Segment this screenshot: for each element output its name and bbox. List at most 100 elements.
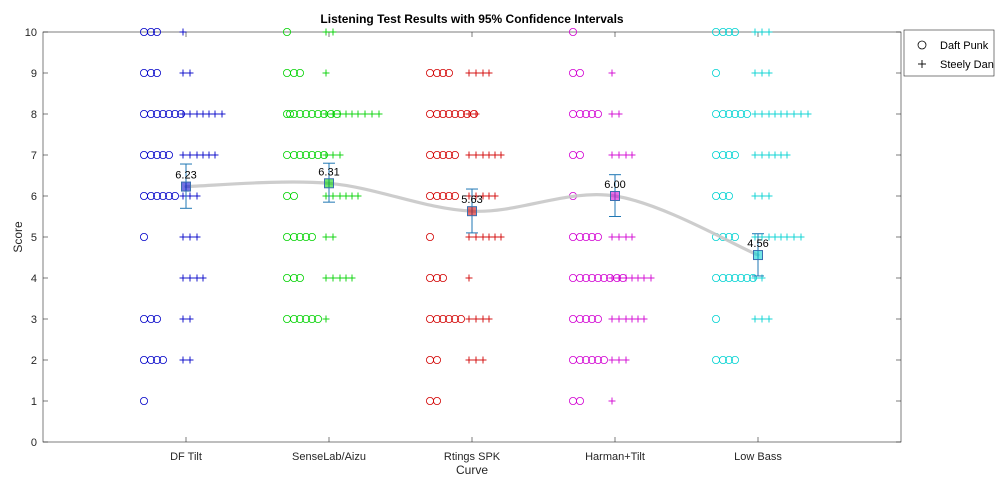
point-daft-punk <box>712 314 721 323</box>
point-steely-dan <box>758 28 766 36</box>
point-steely-dan <box>634 315 642 323</box>
point-steely-dan <box>751 28 759 36</box>
point-daft-punk <box>588 314 597 323</box>
point-steely-dan <box>361 110 369 118</box>
point-steely-dan <box>205 110 213 118</box>
point-steely-dan <box>472 69 480 77</box>
point-steely-dan <box>322 233 330 241</box>
y-tick-label: 4 <box>31 273 37 285</box>
point-daft-punk <box>139 396 148 405</box>
point-daft-punk <box>450 191 459 200</box>
point-steely-dan <box>479 315 487 323</box>
point-steely-dan <box>751 110 759 118</box>
point-steely-dan <box>322 192 330 200</box>
point-daft-punk <box>582 314 591 323</box>
point-steely-dan <box>622 356 630 364</box>
point-daft-punk <box>152 314 161 323</box>
point-steely-dan <box>205 151 213 159</box>
y-tick-label: 5 <box>31 232 37 244</box>
point-daft-punk <box>313 150 322 159</box>
point-steely-dan <box>479 356 487 364</box>
point-daft-punk <box>594 355 603 364</box>
point-daft-punk <box>289 69 298 78</box>
point-steely-dan <box>622 151 630 159</box>
point-daft-punk <box>444 314 453 323</box>
point-daft-punk <box>432 191 441 200</box>
mean-label: 5.63 <box>461 194 482 206</box>
point-steely-dan <box>186 356 194 364</box>
point-steely-dan <box>497 233 505 241</box>
point-daft-punk <box>731 355 740 364</box>
point-daft-punk <box>444 191 453 200</box>
point-steely-dan <box>608 274 616 282</box>
point-daft-punk <box>569 27 578 36</box>
point-daft-punk <box>432 396 441 405</box>
point-daft-punk <box>743 110 752 119</box>
point-daft-punk <box>164 110 173 119</box>
point-steely-dan <box>354 192 362 200</box>
point-steely-dan <box>465 274 473 282</box>
point-steely-dan <box>199 274 207 282</box>
point-steely-dan <box>758 110 766 118</box>
point-steely-dan <box>179 356 187 364</box>
point-daft-punk <box>594 314 603 323</box>
point-steely-dan <box>751 151 759 159</box>
point-daft-punk <box>438 69 447 78</box>
point-steely-dan <box>765 315 773 323</box>
point-daft-punk <box>313 110 322 119</box>
point-steely-dan <box>608 151 616 159</box>
point-daft-punk <box>737 110 746 119</box>
legend: Daft Punk Steely Dan <box>903 29 995 77</box>
point-steely-dan <box>608 110 616 118</box>
point-daft-punk <box>432 150 441 159</box>
point-daft-punk <box>725 191 734 200</box>
point-daft-punk <box>576 355 585 364</box>
point-daft-punk <box>450 314 459 323</box>
point-steely-dan <box>497 151 505 159</box>
point-daft-punk <box>582 355 591 364</box>
y-tick-label: 3 <box>31 314 37 326</box>
legend-marker-steely-dan <box>918 60 926 68</box>
y-tick-label: 7 <box>31 150 37 162</box>
point-steely-dan <box>615 315 623 323</box>
point-steely-dan <box>211 151 219 159</box>
point-steely-dan <box>765 151 773 159</box>
point-daft-punk <box>438 273 447 282</box>
point-steely-dan <box>783 233 791 241</box>
point-daft-punk <box>307 232 316 241</box>
point-steely-dan <box>771 151 779 159</box>
point-steely-dan <box>329 28 337 36</box>
point-steely-dan <box>179 151 187 159</box>
point-daft-punk <box>295 232 304 241</box>
x-tick-label: DF Tilt <box>170 451 202 463</box>
point-daft-punk <box>146 191 155 200</box>
point-daft-punk <box>576 110 585 119</box>
point-steely-dan <box>622 233 630 241</box>
point-steely-dan <box>465 233 473 241</box>
point-steely-dan <box>211 110 219 118</box>
point-steely-dan <box>329 274 337 282</box>
point-steely-dan <box>765 233 773 241</box>
point-steely-dan <box>368 110 376 118</box>
point-daft-punk <box>289 232 298 241</box>
point-daft-punk <box>158 355 167 364</box>
point-steely-dan <box>622 315 630 323</box>
mean-marker <box>181 181 191 192</box>
point-daft-punk <box>152 150 161 159</box>
point-steely-dan <box>336 192 344 200</box>
point-daft-punk <box>152 191 161 200</box>
point-steely-dan <box>647 274 655 282</box>
point-daft-punk <box>712 69 721 78</box>
point-steely-dan <box>186 110 194 118</box>
point-steely-dan <box>640 274 648 282</box>
point-daft-punk <box>450 110 459 119</box>
point-steely-dan <box>479 233 487 241</box>
point-steely-dan <box>783 151 791 159</box>
point-steely-dan <box>348 274 356 282</box>
point-daft-punk <box>731 232 740 241</box>
legend-label-steely-dan: Steely Dan <box>940 59 994 71</box>
point-steely-dan <box>485 192 493 200</box>
point-daft-punk <box>719 110 728 119</box>
point-steely-dan <box>186 233 194 241</box>
